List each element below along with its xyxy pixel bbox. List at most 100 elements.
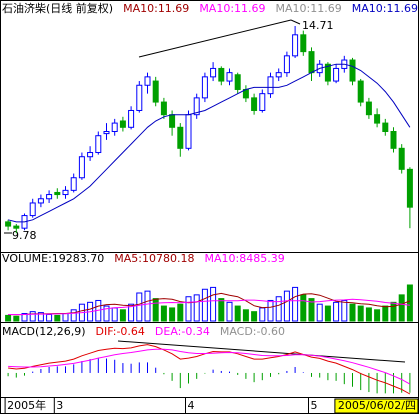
volume-bar [152, 298, 159, 322]
volume-bar [201, 288, 208, 322]
candle-body [78, 156, 85, 179]
volume-bar [275, 296, 282, 322]
volume-bar [144, 290, 151, 322]
volume-bar [226, 301, 233, 322]
panel-label: MA10:11.69 [276, 2, 342, 15]
candle-body [185, 114, 192, 149]
high-annotation: 14.71 [302, 19, 334, 32]
candle-body [259, 93, 266, 111]
candle-body [128, 109, 135, 128]
cursor-date-box [334, 398, 419, 414]
candle-body [406, 168, 413, 208]
candle-body [390, 131, 397, 149]
candle-body [357, 80, 364, 103]
volume-bar [234, 305, 241, 322]
volume-bar [218, 298, 225, 322]
volume-bar [46, 313, 53, 322]
volume-bar [382, 305, 389, 322]
volume-bar [210, 286, 217, 322]
volume-bar [54, 314, 61, 322]
volume-bar [136, 292, 143, 322]
candle-body [95, 135, 102, 154]
x-tick-label: 5 [311, 399, 318, 412]
volume-bar [119, 309, 126, 322]
candle-body [201, 76, 208, 99]
volume-bar [185, 296, 192, 322]
volume-bar [193, 294, 200, 322]
volume-bar [5, 314, 12, 322]
volume-bar [341, 299, 348, 322]
volume-bar [169, 307, 176, 322]
candle-body [226, 72, 233, 82]
candle-body [193, 97, 200, 116]
volume-bar [37, 312, 44, 322]
macd-line [8, 348, 411, 385]
candle-body [136, 84, 143, 111]
volume-bar [242, 309, 249, 322]
trend-line [138, 19, 292, 58]
candle-body [177, 126, 184, 149]
panel-label: MA10:8485.39 [204, 252, 284, 265]
candle-body [349, 59, 356, 82]
candle-body [37, 198, 44, 204]
panel-label: MA10:11.69 [352, 2, 418, 15]
volume-bar [103, 305, 110, 322]
candle-body [300, 34, 307, 53]
volume-bar [13, 315, 20, 322]
volume-bar [390, 301, 397, 322]
candle-body [234, 74, 241, 90]
volume-ma-line [8, 292, 411, 316]
candle-body [152, 80, 159, 103]
candle-body [119, 120, 126, 128]
volume-bar [349, 303, 356, 322]
ma-line [7, 63, 411, 223]
candle-body [29, 202, 36, 217]
panel-label: MA10:11.69 [123, 2, 189, 15]
volume-bar [365, 307, 372, 322]
candle-body [103, 131, 110, 135]
volume-ma-line [8, 298, 410, 315]
volume-bar [300, 294, 307, 322]
candle-body [283, 55, 290, 74]
volume-bar [111, 307, 118, 322]
panel-label: MACD:-0.60 [220, 325, 285, 338]
macd-line [8, 344, 411, 395]
volume-bar [21, 313, 28, 322]
volume-bar [29, 311, 36, 322]
candle-body [374, 114, 381, 124]
volume-bar [177, 303, 184, 322]
x-tick-label: 3 [56, 399, 63, 412]
panel-label: MACD(12,26,9) [2, 325, 86, 338]
volume-bar [251, 311, 258, 322]
candle-body [46, 194, 53, 200]
volume-bar [357, 305, 364, 322]
candle-body [87, 152, 94, 158]
candle-body [13, 225, 20, 229]
volume-bar [160, 305, 167, 322]
volume-bar [259, 307, 266, 322]
panel-label: 石油济柴(日线 前复权) [2, 1, 113, 15]
candle-body [308, 51, 315, 74]
volume-bar [406, 284, 413, 322]
candle-body [275, 72, 282, 78]
volume-bar [308, 298, 315, 322]
volume-bar [316, 303, 323, 322]
panel-label: MA5:10780.18 [114, 252, 194, 265]
candle-body [267, 76, 274, 95]
candle-body [160, 101, 167, 116]
candle-body [398, 147, 405, 170]
candle-body [382, 122, 389, 132]
candle-body [292, 34, 299, 57]
trend-line [117, 340, 406, 363]
volume-bar [292, 286, 299, 322]
candle-body [70, 177, 77, 191]
candle-body [218, 67, 225, 82]
panel-label: DIF:-0.64 [96, 325, 145, 338]
x-tick-label: 4 [188, 399, 195, 412]
volume-bar [324, 305, 331, 322]
candle-body [144, 76, 151, 86]
candle-body [111, 122, 118, 132]
volume-bar [62, 313, 69, 322]
